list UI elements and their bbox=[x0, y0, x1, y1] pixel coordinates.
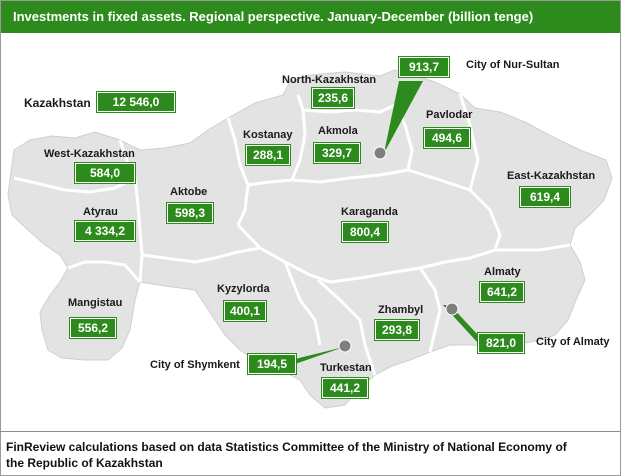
pavlodar-value: 494,6 bbox=[424, 128, 470, 148]
almaty-city-value: 821,0 bbox=[478, 333, 524, 353]
karaganda-label: Karaganda bbox=[341, 206, 398, 218]
nur-sultan-marker bbox=[373, 146, 387, 160]
turkestan-value: 441,2 bbox=[322, 378, 368, 398]
mangistau-label: Mangistau bbox=[68, 297, 123, 309]
title-bar: Investments in fixed assets. Regional pe… bbox=[1, 1, 620, 33]
zhambyl-label: Zhambyl bbox=[378, 304, 424, 316]
nur-sultan-label: City of Nur-Sultan bbox=[466, 59, 560, 71]
shymkent-value: 194,5 bbox=[248, 354, 296, 374]
west-kazakhstan-value: 584,0 bbox=[75, 163, 135, 183]
akmola-value: 329,7 bbox=[314, 143, 360, 163]
kostanay-label: Kostanay bbox=[243, 129, 293, 141]
aktobe-value: 598,3 bbox=[167, 203, 213, 223]
footer-divider bbox=[0, 431, 621, 432]
zhambyl-value: 293,8 bbox=[375, 320, 419, 340]
kyzylorda-label: Kyzylorda bbox=[217, 283, 270, 295]
almaty-city-label: City of Almaty bbox=[536, 336, 610, 348]
east-kazakhstan-value: 619,4 bbox=[520, 187, 570, 207]
nur-sultan-pointer bbox=[384, 81, 423, 153]
total-label: Kazakhstan bbox=[24, 96, 91, 110]
kazakhstan-map bbox=[7, 69, 613, 409]
almaty-city-marker bbox=[445, 302, 459, 316]
atyrau-label: Atyrau bbox=[83, 206, 118, 218]
mangistau-value: 556,2 bbox=[70, 318, 116, 338]
west-kazakhstan-label: West-Kazakhstan bbox=[44, 148, 135, 160]
turkestan-label: Turkestan bbox=[320, 362, 372, 374]
aktobe-label: Aktobe bbox=[170, 186, 208, 198]
north-kazakhstan-value: 235,6 bbox=[312, 88, 354, 108]
nur-sultan-value: 913,7 bbox=[399, 57, 449, 77]
north-kazakhstan-label: North-Kazakhstan bbox=[282, 74, 377, 86]
kostanay-value: 288,1 bbox=[246, 145, 290, 165]
almaty-value: 641,2 bbox=[480, 282, 524, 302]
shymkent-marker bbox=[338, 339, 352, 353]
pavlodar-label: Pavlodar bbox=[426, 109, 473, 121]
total-value: 12 546,0 bbox=[97, 92, 175, 112]
source-note: FinReview calculations based on data Sta… bbox=[6, 440, 567, 470]
akmola-label: Akmola bbox=[318, 125, 358, 137]
atyrau-value: 4 334,2 bbox=[75, 221, 135, 241]
almaty-label: Almaty bbox=[484, 266, 521, 278]
region-borders bbox=[13, 93, 571, 376]
kyzylorda-value: 400,1 bbox=[224, 301, 266, 321]
shymkent-pointer bbox=[295, 347, 344, 364]
chart-title: Investments in fixed assets. Regional pe… bbox=[13, 9, 534, 24]
karaganda-value: 800,4 bbox=[342, 222, 388, 242]
east-kazakhstan-label: East-Kazakhstan bbox=[507, 170, 596, 182]
shymkent-label: City of Shymkent bbox=[150, 359, 240, 371]
